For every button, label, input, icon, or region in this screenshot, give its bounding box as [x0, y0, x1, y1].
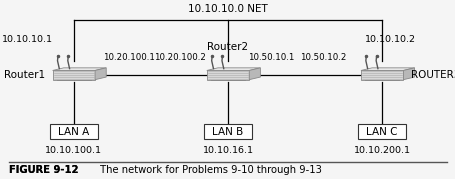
Text: 10.10.100.1: 10.10.100.1 — [45, 146, 102, 155]
Text: LAN A: LAN A — [58, 127, 89, 137]
Text: 10.20.100.2: 10.20.100.2 — [154, 53, 206, 62]
Text: FIGURE 9-12: FIGURE 9-12 — [9, 165, 78, 175]
Text: 10.10.10.1: 10.10.10.1 — [2, 35, 53, 44]
Text: ROUTER3: ROUTER3 — [410, 70, 455, 80]
FancyBboxPatch shape — [50, 124, 98, 139]
Polygon shape — [52, 71, 95, 80]
Polygon shape — [206, 68, 260, 71]
Polygon shape — [360, 71, 403, 80]
Text: Router1: Router1 — [4, 70, 45, 80]
Text: Router2: Router2 — [207, 42, 248, 52]
Polygon shape — [95, 68, 106, 80]
Text: LAN C: LAN C — [366, 127, 397, 137]
FancyBboxPatch shape — [203, 124, 252, 139]
Polygon shape — [249, 68, 260, 80]
Polygon shape — [206, 71, 249, 80]
Polygon shape — [360, 68, 414, 71]
FancyBboxPatch shape — [357, 124, 405, 139]
Text: 10.50.10.2: 10.50.10.2 — [299, 53, 346, 62]
Text: 10.20.100.1: 10.20.100.1 — [103, 53, 154, 62]
Text: 10.10.10.2: 10.10.10.2 — [364, 35, 415, 44]
Text: 10.50.10.1: 10.50.10.1 — [248, 53, 294, 62]
Text: The network for Problems 9-10 through 9-13: The network for Problems 9-10 through 9-… — [97, 165, 321, 175]
Text: FIGURE 9-12: FIGURE 9-12 — [9, 165, 78, 175]
Text: 10.10.10.0 NET: 10.10.10.0 NET — [188, 4, 267, 14]
Text: 10.10.200.1: 10.10.200.1 — [353, 146, 410, 155]
Text: LAN B: LAN B — [212, 127, 243, 137]
Text: FIGURE 9-12 The network for Problems 9-10 through 9-13: FIGURE 9-12 The network for Problems 9-1… — [9, 165, 334, 175]
Polygon shape — [52, 68, 106, 71]
Polygon shape — [403, 68, 414, 80]
Text: 10.10.16.1: 10.10.16.1 — [202, 146, 253, 155]
